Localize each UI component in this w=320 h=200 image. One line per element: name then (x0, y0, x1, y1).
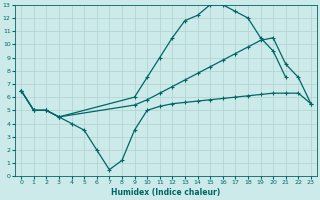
X-axis label: Humidex (Indice chaleur): Humidex (Indice chaleur) (111, 188, 221, 197)
